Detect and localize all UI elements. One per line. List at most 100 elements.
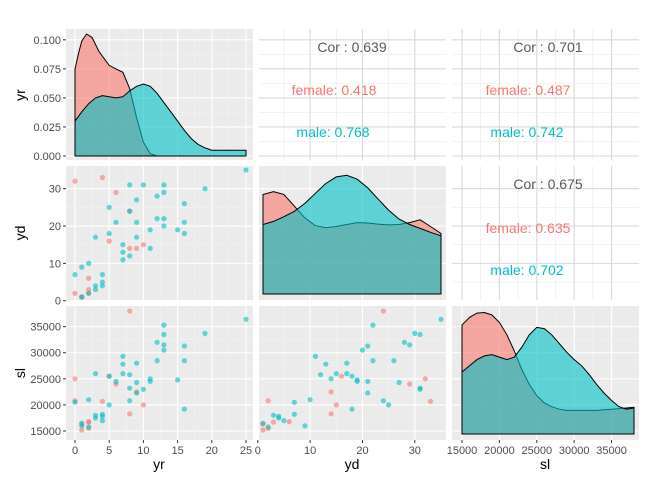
point-yr-yd: [243, 167, 249, 173]
point-yr-sl: [120, 353, 126, 359]
cor-female-yr-sl: female: 0.487: [486, 82, 571, 98]
point-yr-yd: [106, 230, 112, 237]
point-yr-sl: [243, 316, 249, 322]
point-yr-yd: [127, 253, 133, 259]
point-yr-yd: [140, 182, 146, 188]
point-yr-yd: [86, 290, 92, 296]
point-yr-yd: [79, 264, 85, 270]
chart-marks: [72, 33, 635, 435]
point-yr-yd: [92, 234, 99, 240]
point-yr-sl: [161, 331, 167, 338]
point-yd-sl: [412, 330, 418, 336]
point-yr-yd: [134, 219, 140, 225]
point-yr-sl: [140, 402, 146, 408]
point-yr-sl: [99, 398, 105, 404]
x-tick-label-sl: 15000: [447, 445, 478, 457]
x-tick-label-sl: 20000: [484, 445, 515, 457]
x-tick-label-yr: 25: [240, 445, 252, 457]
point-yr-sl: [175, 377, 181, 383]
point-yd-sl: [344, 360, 350, 366]
panel-yd-yr: [66, 166, 253, 300]
point-yr-sl: [181, 358, 187, 364]
y-tick-label-density: 0.000: [33, 151, 61, 163]
point-yd-sl: [333, 371, 339, 377]
point-yd-sl: [422, 376, 428, 382]
point-yr-yd: [134, 245, 140, 251]
point-yd-sl: [260, 420, 266, 426]
point-yr-yd: [113, 219, 119, 225]
point-yd-sl: [338, 373, 345, 379]
y-tick-label-sl: 15000: [30, 426, 61, 438]
point-yr-yd: [127, 182, 133, 188]
point-yr-yd: [147, 227, 153, 233]
point-yd-sl: [302, 423, 308, 429]
point-yr-yd: [86, 260, 92, 266]
point-yd-sl: [318, 372, 324, 378]
x-axis-title-yd: yd: [345, 456, 360, 472]
point-yr-yd: [140, 242, 146, 248]
point-yr-sl: [154, 339, 160, 345]
cor-male-yd-sl: male: 0.702: [490, 262, 563, 278]
density-yr-male: [74, 83, 247, 157]
point-yd-sl: [312, 353, 318, 359]
point-yd-sl: [417, 386, 423, 392]
point-yr-yd: [120, 242, 126, 248]
point-yr-yd: [154, 193, 160, 199]
point-yr-yd: [106, 204, 112, 210]
point-yd-sl: [328, 376, 334, 382]
y-tick-label-sl: 30000: [30, 348, 61, 360]
x-tick-label-yr: 15: [171, 445, 183, 457]
point-yr-sl: [92, 371, 99, 377]
point-yr-yd: [120, 257, 126, 263]
point-yr-sl: [154, 358, 160, 364]
point-yr-sl: [161, 347, 167, 353]
point-yr-sl: [127, 398, 133, 404]
point-yd-sl: [365, 390, 371, 396]
point-yd-sl: [276, 413, 282, 419]
point-yr-yd: [127, 208, 133, 214]
point-yr-yd: [202, 186, 208, 192]
point-yd-sl: [344, 371, 350, 377]
point-yr-yd: [99, 279, 105, 285]
point-yr-yd: [134, 197, 140, 203]
point-yd-sl: [427, 398, 434, 404]
point-yd-sl: [407, 381, 413, 387]
x-tick-label-yr: 20: [206, 445, 218, 457]
point-yr-sl: [181, 343, 187, 349]
point-yr-yd: [134, 234, 140, 240]
point-yr-sl: [202, 330, 208, 336]
point-yr-sl: [86, 397, 92, 403]
point-yd-sl: [286, 419, 292, 425]
point-yr-yd: [181, 201, 187, 207]
point-yr-yd: [72, 178, 78, 184]
point-yd-sl: [401, 339, 407, 345]
point-yr-sl: [106, 373, 112, 379]
x-tick-label-yd: 0: [255, 445, 261, 457]
point-yr-sl: [79, 420, 85, 426]
point-yr-yd: [72, 290, 78, 296]
point-yr-sl: [92, 412, 99, 418]
point-yd-sl: [281, 418, 287, 424]
y-tick-label-yd: 10: [49, 258, 61, 270]
point-yd-sl: [328, 411, 334, 417]
point-yd-sl: [323, 361, 329, 367]
cor-male-yr-yd: male: 0.768: [296, 124, 369, 140]
point-yr-yd: [79, 294, 85, 300]
y-tick-label-sl: 35000: [30, 322, 61, 334]
x-axis-title-yr: yr: [153, 456, 165, 472]
y-tick-label-sl: 25000: [30, 374, 61, 386]
panel-sl-yd: [259, 306, 446, 440]
point-yd-sl: [359, 347, 366, 353]
point-yd-sl: [265, 424, 271, 430]
point-yr-sl: [134, 379, 140, 386]
point-yr-yd: [181, 219, 187, 225]
point-yr-yd: [106, 238, 112, 244]
point-yr-yd: [161, 189, 167, 195]
point-yd-sl: [365, 343, 371, 349]
x-tick-label-sl: 25000: [521, 445, 552, 457]
point-yr-yd: [147, 245, 153, 251]
density-yd-male: [262, 174, 442, 295]
point-yr-sl: [113, 378, 119, 384]
point-yd-sl: [349, 373, 355, 379]
point-yd-sl: [270, 412, 277, 418]
